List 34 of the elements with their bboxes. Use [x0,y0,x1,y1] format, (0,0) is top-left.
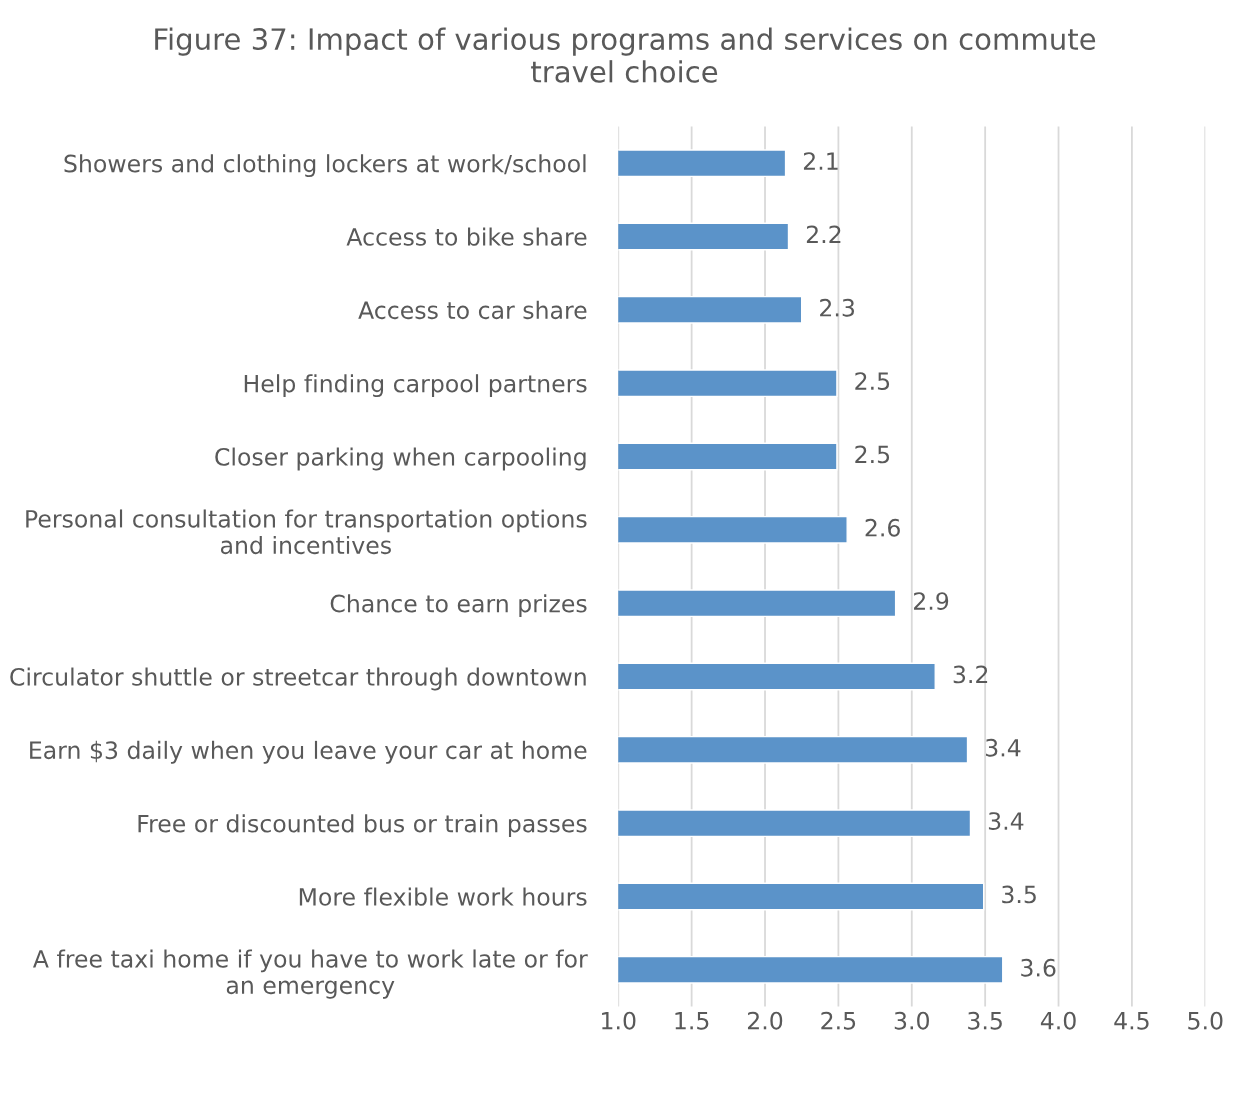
data-label: 2.1 [803,152,838,170]
data-label: 3.5 [1002,885,1036,904]
y-tick-label: Access to bike share [346,227,587,246]
y-tick-label: Closer parking when carpooling [215,447,586,471]
x-tick-label: 2.0 [747,1011,783,1030]
data-label: 2.5 [855,445,890,464]
data-label: 3.6 [1021,958,1056,977]
y-tick-label: Chance to earn prizes [330,594,587,618]
data-label: 3.2 [953,665,988,684]
data-label: 2.6 [865,518,900,537]
data-label: 2.3 [820,298,855,317]
x-tick-label: 1.5 [675,1012,709,1030]
x-tick-label: 3.5 [968,1011,1002,1030]
y-tick-label: Showers and clothing lockers at work/school [64,154,586,178]
data-label: 2.5 [855,372,890,391]
y-tick-label: More flexible work hours [299,887,587,906]
y-tick-label: Free or discounted bus or train passes [138,814,587,838]
x-tick-label: 5.0 [1188,1011,1223,1030]
y-tick-label: Earn $3 daily when you leave your car at home [30,740,587,764]
y-tick-label: A free taxi home if you have to work late or for an emergency [32,949,588,999]
x-tick-label: 1.0 [602,1011,636,1030]
y-tick-label: Personal consultation for transportation options and incentives [26,509,587,555]
x-tick-label: 4.0 [1040,1011,1076,1030]
chart-title: Figure 37: Impact of various programs and services on commute travel choice [155,27,1096,83]
data-label: 3.4 [986,738,1021,757]
data-label: 2.9 [914,592,949,611]
data-label: 2.2 [806,225,841,244]
x-tick-label: 2.5 [821,1011,856,1030]
y-tick-label: Access to car share [358,300,587,320]
y-tick-label: Circulator shuttle or streetcar through downtown [10,667,586,691]
data-label: 3.4 [988,812,1024,831]
x-tick-label: 4.5 [1114,1012,1149,1030]
x-tick-label: 3.0 [894,1011,929,1030]
y-tick-label: Help finding carpool partners [244,374,587,398]
